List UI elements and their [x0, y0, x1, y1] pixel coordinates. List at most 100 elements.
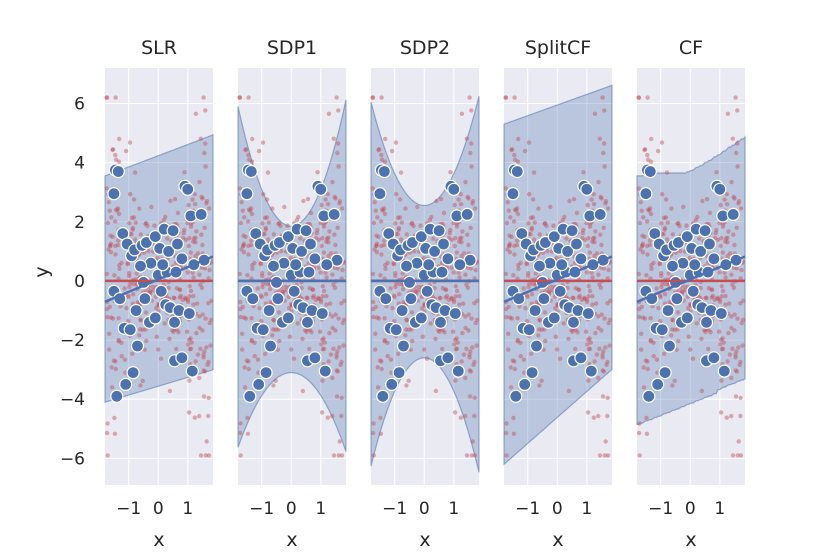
data-point-background: [514, 238, 520, 243]
data-point-background: [116, 339, 122, 344]
data-point-background: [203, 316, 208, 321]
data-point-background: [370, 430, 376, 436]
data-point-background: [543, 220, 548, 226]
data-point-background: [453, 284, 458, 289]
data-point-background: [530, 215, 536, 220]
data-point-background: [372, 247, 377, 252]
data-point-background: [544, 223, 549, 229]
data-point-background: [729, 272, 734, 277]
data-point-highlight: [670, 292, 684, 306]
data-point-background: [587, 250, 592, 255]
data-point-background: [238, 314, 243, 320]
data-point-background: [460, 330, 465, 336]
data-point-background: [703, 329, 708, 334]
data-point-background: [729, 375, 734, 381]
data-point-background: [237, 306, 243, 312]
data-point-background: [332, 285, 338, 290]
data-point-background: [383, 136, 388, 142]
data-point-background: [117, 266, 122, 271]
data-point-background: [662, 351, 667, 356]
data-point-background: [123, 148, 129, 154]
data-point-background: [307, 346, 312, 352]
data-point-background: [182, 227, 187, 233]
data-point-background: [104, 186, 110, 191]
data-point-background: [602, 316, 607, 321]
data-point-background: [241, 233, 246, 238]
data-point-background: [304, 295, 309, 300]
data-point-background: [509, 147, 515, 152]
data-point-background: [245, 431, 251, 436]
data-point-background: [112, 273, 117, 278]
data-point-background: [115, 208, 120, 213]
data-point-background: [542, 221, 547, 227]
data-point-background: [603, 345, 608, 350]
data-point-highlight: [665, 259, 680, 273]
data-point-background: [171, 329, 176, 334]
data-point-background: [147, 289, 153, 295]
data-point-background: [111, 358, 117, 363]
data-point-background: [334, 352, 339, 357]
data-point-background: [521, 357, 527, 362]
data-point-highlight: [373, 187, 387, 201]
data-point-background: [264, 197, 270, 202]
data-point-background: [655, 370, 660, 375]
data-point-background: [735, 316, 740, 321]
data-point-background: [278, 223, 283, 229]
data-point-background: [252, 354, 257, 359]
data-point-background: [565, 285, 570, 291]
data-point-background: [470, 439, 475, 444]
data-point-background: [687, 255, 692, 261]
data-point-background: [242, 385, 248, 390]
data-point-background: [433, 388, 439, 394]
y-tick-label: 6: [74, 94, 85, 114]
data-point-highlight: [702, 237, 717, 251]
data-point-background: [719, 284, 724, 289]
data-point-highlight: [315, 306, 329, 321]
data-point-background: [562, 214, 567, 220]
data-point-background: [108, 315, 114, 320]
data-point-background: [533, 271, 538, 276]
data-point-background: [127, 284, 132, 290]
data-point-background: [472, 395, 477, 401]
data-point-background: [171, 295, 176, 300]
data-point-background: [553, 334, 558, 339]
data-point-highlight: [448, 306, 462, 321]
data-point-highlight: [396, 339, 411, 353]
data-point-background: [464, 136, 469, 141]
data-point-background: [287, 334, 292, 339]
data-point-background: [406, 378, 411, 383]
data-point-background: [717, 297, 722, 302]
data-point-highlight: [510, 164, 524, 179]
data-point-highlight: [680, 230, 694, 244]
data-point-background: [584, 270, 589, 275]
data-point-background: [734, 369, 740, 374]
data-point-background: [331, 453, 337, 458]
data-point-background: [201, 95, 206, 100]
y-tick-label: 4: [74, 154, 85, 174]
data-point-highlight: [327, 207, 341, 221]
data-point-background: [119, 354, 124, 359]
data-point-background: [191, 236, 197, 241]
data-point-background: [398, 237, 404, 242]
data-point-background: [273, 327, 278, 332]
data-point-background: [586, 347, 591, 352]
data-point-background: [469, 164, 474, 169]
data-point-background: [636, 271, 642, 277]
data-point-background: [536, 333, 541, 338]
data-point-background: [373, 208, 378, 213]
data-point-background: [602, 141, 607, 146]
data-point-highlight: [404, 292, 418, 306]
data-point-background: [155, 255, 160, 261]
data-point-background: [339, 301, 344, 306]
data-point-background: [109, 215, 114, 220]
data-point-background: [698, 285, 703, 291]
data-point-background: [242, 215, 247, 220]
data-point-background: [598, 285, 604, 290]
data-point-background: [524, 293, 530, 298]
data-point-background: [733, 394, 739, 399]
data-point-background: [467, 95, 472, 100]
data-point-background: [237, 271, 243, 277]
data-point-background: [277, 220, 282, 226]
data-point-background: [338, 362, 343, 367]
data-point-background: [722, 270, 727, 275]
